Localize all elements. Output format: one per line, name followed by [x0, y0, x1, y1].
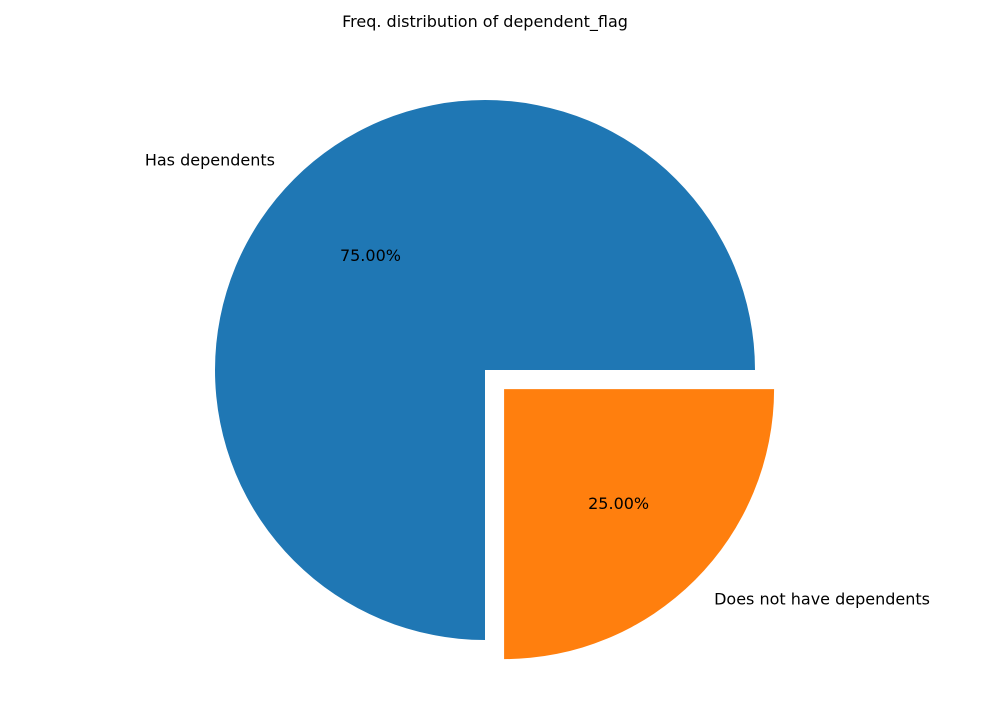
chart-title: Freq. distribution of dependent_flag	[342, 12, 628, 32]
pie-slice-1	[215, 100, 755, 640]
slice-category-label-2: Does not have dependents	[714, 590, 930, 609]
pie-labels: 75.00% Has dependents 25.00% Does not have …	[145, 150, 930, 608]
pie-slices	[215, 100, 775, 660]
slice-category-label-1: Has dependents	[145, 150, 275, 169]
slice-pct-label-1: 75.00%	[340, 246, 401, 265]
slice-pct-label-2: 25.00%	[588, 494, 649, 513]
pie-slice-2	[504, 389, 775, 660]
